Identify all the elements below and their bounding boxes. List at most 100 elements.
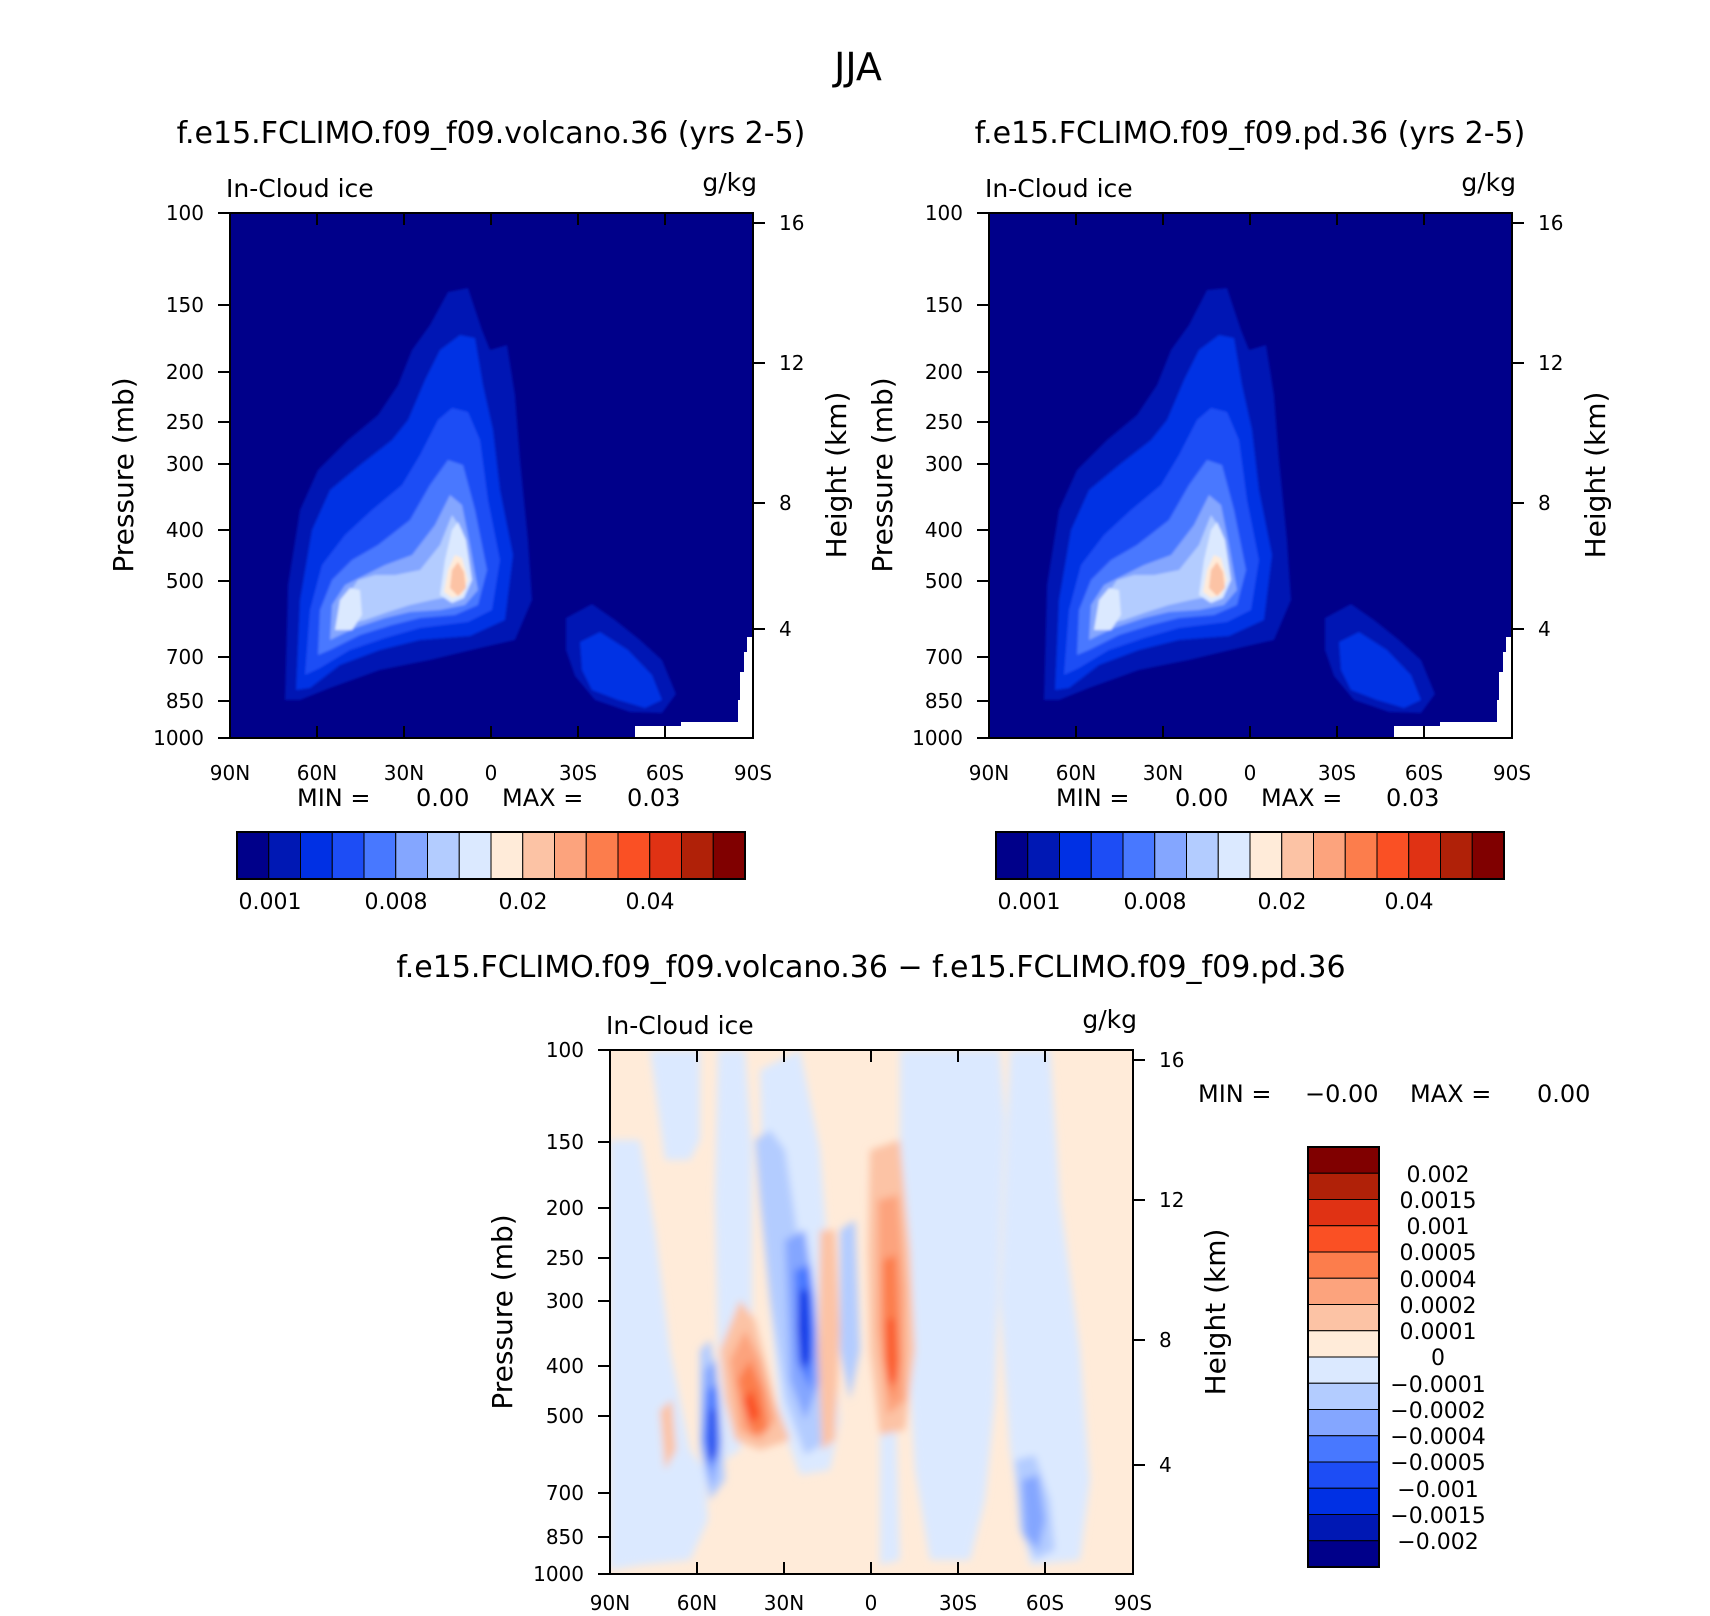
y-tick-label: 250 xyxy=(925,410,963,434)
colorbar-swatch xyxy=(1376,831,1410,880)
y-tick-label: 500 xyxy=(546,1404,584,1428)
colorbar-labels: 0.002 0.0015 0.001 0.0005 0.0004 0.0002 … xyxy=(1390,1163,1485,1555)
colorbar-swatch xyxy=(649,831,682,880)
colorbar-label: 0.0002 xyxy=(1400,1294,1477,1319)
y-tick-label: 700 xyxy=(166,645,204,669)
panel-title: f.e15.FCLIMO.f09_f09.volcano.36 − f.e15.… xyxy=(396,950,1345,985)
contour-field xyxy=(989,213,1512,738)
x-tick-label: 30N xyxy=(384,761,424,785)
y-tick-label: 200 xyxy=(166,360,204,384)
min-value: −0.00 xyxy=(1305,1080,1379,1108)
panel-title: f.e15.FCLIMO.f09_f09.pd.36 (yrs 2-5) xyxy=(975,116,1526,151)
y-tick-label: 500 xyxy=(166,569,204,593)
colorbar-swatch xyxy=(331,831,365,880)
colorbar-label: 0.008 xyxy=(1124,890,1187,915)
y-tick-label: 500 xyxy=(925,569,963,593)
colorbar-label: −0.0005 xyxy=(1390,1451,1485,1476)
x-tick-label: 0 xyxy=(1244,761,1257,785)
colorbar-swatch xyxy=(490,831,524,880)
contour-field xyxy=(230,213,753,738)
y-tick-label: 1000 xyxy=(912,726,963,750)
y-tick-label: 400 xyxy=(166,518,204,542)
y-tick-label: 100 xyxy=(166,201,204,225)
y-tick-label: 250 xyxy=(546,1246,584,1270)
units-label: g/kg xyxy=(1082,1005,1137,1034)
colorbar-swatch xyxy=(1249,831,1283,880)
colorbar-swatch xyxy=(1186,831,1219,880)
x-tick-label: 0 xyxy=(865,1591,878,1615)
panel-pd: f.e15.FCLIMO.f09_f09.pd.36 (yrs 2-5) In-… xyxy=(866,116,1612,915)
y-tick-labels: 100 150 200 250 300 400 500 700 850 1000 xyxy=(153,201,204,750)
colorbar-frame xyxy=(1307,1146,1380,1568)
colorbar-swatch xyxy=(268,831,301,880)
height-tick-label: 4 xyxy=(1159,1453,1172,1477)
colorbar-swatch xyxy=(395,831,428,880)
x-tick-label: 30S xyxy=(939,1591,977,1615)
height-tick-label: 8 xyxy=(1538,491,1551,515)
max-label: MAX = xyxy=(1410,1080,1491,1108)
colorbar-swatch xyxy=(995,831,1029,880)
height-tick-label: 8 xyxy=(1159,1328,1172,1352)
colorbar-swatch xyxy=(427,831,460,880)
figure-title: JJA xyxy=(832,45,882,89)
colorbar-swatch xyxy=(1307,1199,1380,1227)
colorbar-label: 0.002 xyxy=(1407,1163,1470,1188)
colorbar-labels: 0.001 0.008 0.02 0.04 xyxy=(239,890,675,915)
min-value: 0.00 xyxy=(1175,784,1228,812)
x-tick-labels: 90N 60N 30N 0 30S 60S 90S xyxy=(210,761,772,785)
x-tick-label: 90N xyxy=(590,1591,630,1615)
min-value: 0.00 xyxy=(416,784,469,812)
y-tick-label: 850 xyxy=(166,689,204,713)
colorbar-swatch xyxy=(1471,831,1505,880)
colorbar-label: 0.0005 xyxy=(1400,1241,1477,1266)
colorbar-swatch xyxy=(712,831,746,880)
max-label: MAX = xyxy=(502,784,583,812)
y-axis-right-label: Height (km) xyxy=(820,392,853,559)
height-tick-label: 4 xyxy=(1538,617,1551,641)
x-tick-label: 30S xyxy=(1318,761,1356,785)
colorbar-label: −0.001 xyxy=(1397,1478,1478,1503)
colorbar-swatch xyxy=(1307,1382,1380,1410)
y-tick-label: 1000 xyxy=(153,726,204,750)
colorbar-label: 0.008 xyxy=(365,890,428,915)
y-tick-label: 850 xyxy=(925,689,963,713)
y-tick-label: 850 xyxy=(546,1525,584,1549)
colorbar-swatch xyxy=(1217,831,1251,880)
x-tick-label: 30N xyxy=(764,1591,804,1615)
y-tick-label: 300 xyxy=(546,1289,584,1313)
max-label: MAX = xyxy=(1261,784,1342,812)
height-tick-label: 12 xyxy=(1538,351,1563,375)
colorbar-swatch xyxy=(1307,1409,1380,1437)
y-tick-label: 150 xyxy=(166,293,204,317)
field-label: In-Cloud ice xyxy=(606,1011,754,1040)
height-tick-labels: 16 12 8 4 xyxy=(1538,211,1563,641)
height-tick-label: 16 xyxy=(779,211,804,235)
colorbar-swatch xyxy=(1408,831,1441,880)
x-tick-labels: 90N 60N 30N 0 30S 60S 90S xyxy=(590,1591,1152,1615)
height-tick-labels: 16 12 8 4 xyxy=(779,211,804,641)
height-tick-label: 12 xyxy=(779,351,804,375)
y-tick-label: 700 xyxy=(925,645,963,669)
colorbar-swatch xyxy=(522,831,555,880)
y-tick-label: 1000 xyxy=(533,1562,584,1586)
colorbar-swatch xyxy=(1307,1487,1380,1515)
y-tick-label: 150 xyxy=(546,1130,584,1154)
y-axis-label: Pressure (mb) xyxy=(107,377,140,572)
colorbar-frame xyxy=(236,831,746,880)
colorbar-label: −0.002 xyxy=(1397,1530,1478,1555)
y-axis-right-label: Height (km) xyxy=(1579,392,1612,559)
min-label: MIN = xyxy=(1198,1080,1271,1108)
x-tick-label: 0 xyxy=(485,761,498,785)
y-tick-label: 400 xyxy=(925,518,963,542)
colorbar-swatch xyxy=(617,831,651,880)
colorbar-label: 0.001 xyxy=(1407,1215,1470,1240)
x-tick-label: 60S xyxy=(1405,761,1443,785)
x-tick-label: 30S xyxy=(559,761,597,785)
colorbar-labels: 0.001 0.008 0.02 0.04 xyxy=(998,890,1434,915)
colorbar-label: 0.0004 xyxy=(1400,1268,1477,1293)
colorbar-swatch xyxy=(1307,1514,1380,1542)
colorbar-swatch xyxy=(1122,831,1156,880)
x-tick-label: 60S xyxy=(646,761,684,785)
max-value: 0.03 xyxy=(627,784,680,812)
colorbar-swatch xyxy=(1281,831,1314,880)
